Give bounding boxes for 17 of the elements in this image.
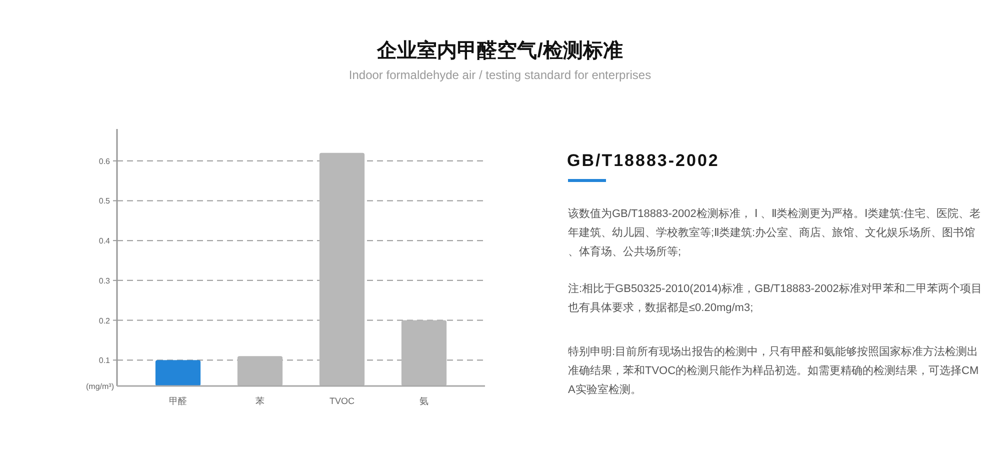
x-tick-label: 苯 xyxy=(256,396,264,406)
text: 特别申明:目前所有现场出报告的检测中，只有甲醛和氨能够按照国家标准方法检测出准确结果，苯和TVOC的检测只能作为样品初选。如需更精确的检测结果，可选择CMA实验室检测。 xyxy=(568,345,979,396)
chart-title: 企业室内甲醛空气/检测标准 xyxy=(376,39,623,62)
y-axis-title: (mg/m³) xyxy=(86,382,114,391)
text: 注:相比于GB50325-2010(2014)标准，GB/T18883-2002标准对甲苯和二甲苯两个项目也有具体要求，数据都是≤0.20mg/m3; xyxy=(568,282,982,314)
y-tick-label: 0.6 xyxy=(98,156,111,166)
y-tick-label: 0.1 xyxy=(98,356,111,366)
chart-subtitle: Indoor formaldehyde air / testing standard for enterprises xyxy=(348,68,652,82)
y-tick-label: 0.5 xyxy=(98,196,111,206)
y-tick-label: 0.3 xyxy=(98,276,111,286)
y-tick-label: 0.4 xyxy=(98,236,111,246)
x-tick-label: TVOC xyxy=(329,396,355,406)
text: 该数值为GB/T18883-2002检测标准， Ⅰ 、Ⅱ类检测更为严格。Ⅰ类建筑:住宅、医院、老年建筑、幼儿园、学校教室等;Ⅱ类建筑:办公室、商店、旅馆、文化娱乐场所、图书馆、体育场、公共场所等; xyxy=(568,207,981,258)
text: GB/T18883-2002 xyxy=(567,151,720,170)
x-tick-label: 甲醛 xyxy=(169,396,187,406)
x-tick-label: 氨 xyxy=(420,396,428,406)
y-tick-label: 0.2 xyxy=(98,316,111,326)
